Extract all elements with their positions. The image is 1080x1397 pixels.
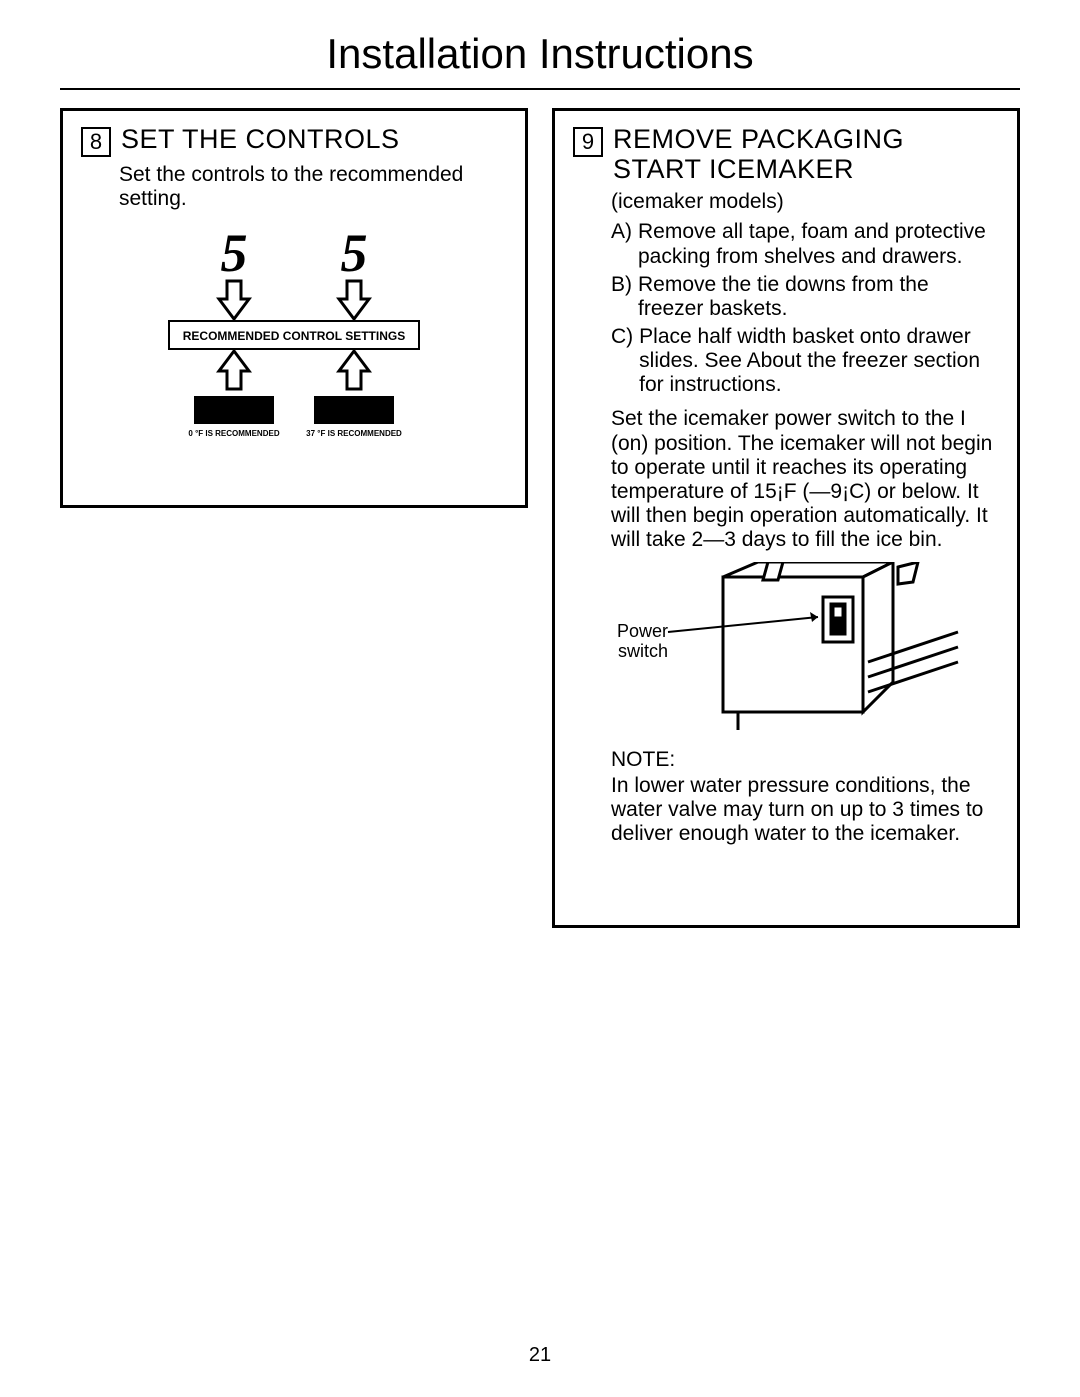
columns: 8 SET THE CONTROLS Set the controls to t…: [60, 108, 1020, 928]
page-number: 21: [0, 1344, 1080, 1367]
note-text: In lower water pressure conditions, the …: [611, 774, 999, 846]
icemaker-diagram: Power switch: [663, 562, 963, 732]
subtitle: (icemaker models): [611, 190, 999, 214]
power-switch-label: Power switch: [608, 622, 668, 662]
note-label: NOTE:: [611, 748, 999, 772]
list-index: C): [611, 325, 633, 397]
title-line-2: START ICEMAKER: [613, 154, 854, 184]
step-title: SET THE CONTROLS: [121, 125, 400, 155]
list-index: A): [611, 220, 632, 268]
list-item: B) Remove the tie downs from the freezer…: [611, 273, 999, 321]
title-line-1: REMOVE PACKAGING: [613, 124, 904, 154]
title-rule: [60, 88, 1020, 90]
step-number-box: 9: [573, 127, 603, 157]
list-item: A) Remove all tape, foam and protective …: [611, 220, 999, 268]
panel-set-controls: 8 SET THE CONTROLS Set the controls to t…: [60, 108, 528, 508]
list-text: Place half width basket onto drawer slid…: [639, 325, 999, 397]
page-title: Installation Instructions: [60, 30, 1020, 78]
panel-remove-packaging: 9 REMOVE PACKAGING START ICEMAKER (icema…: [552, 108, 1020, 928]
right-recommended: 37 °F IS RECOMMENDED: [306, 429, 402, 438]
step-header-9: 9 REMOVE PACKAGING START ICEMAKER: [573, 125, 999, 184]
step-header-8: 8 SET THE CONTROLS: [81, 125, 507, 157]
list-index: B): [611, 273, 632, 321]
icemaker-paragraph: Set the icemaker power switch to the I (…: [611, 407, 999, 552]
control-value-right: 5: [341, 223, 368, 283]
step-list: A) Remove all tape, foam and protective …: [611, 220, 999, 397]
step-number-box: 8: [81, 127, 111, 157]
step-title: REMOVE PACKAGING START ICEMAKER: [613, 125, 904, 184]
list-item: C) Place half width basket onto drawer s…: [611, 325, 999, 397]
list-text: Remove all tape, foam and protective pac…: [638, 220, 999, 268]
list-text: Remove the tie downs from the freezer ba…: [638, 273, 999, 321]
control-value-left: 5: [221, 223, 248, 283]
settings-label: RECOMMENDED CONTROL SETTINGS: [183, 329, 405, 343]
left-recommended: 0 °F IS RECOMMENDED: [188, 429, 279, 438]
instruction-text: Set the controls to the recommended sett…: [119, 163, 507, 211]
control-settings-diagram: 5 5 RECOMMENDED CONTROL SETTINGS: [159, 221, 429, 471]
